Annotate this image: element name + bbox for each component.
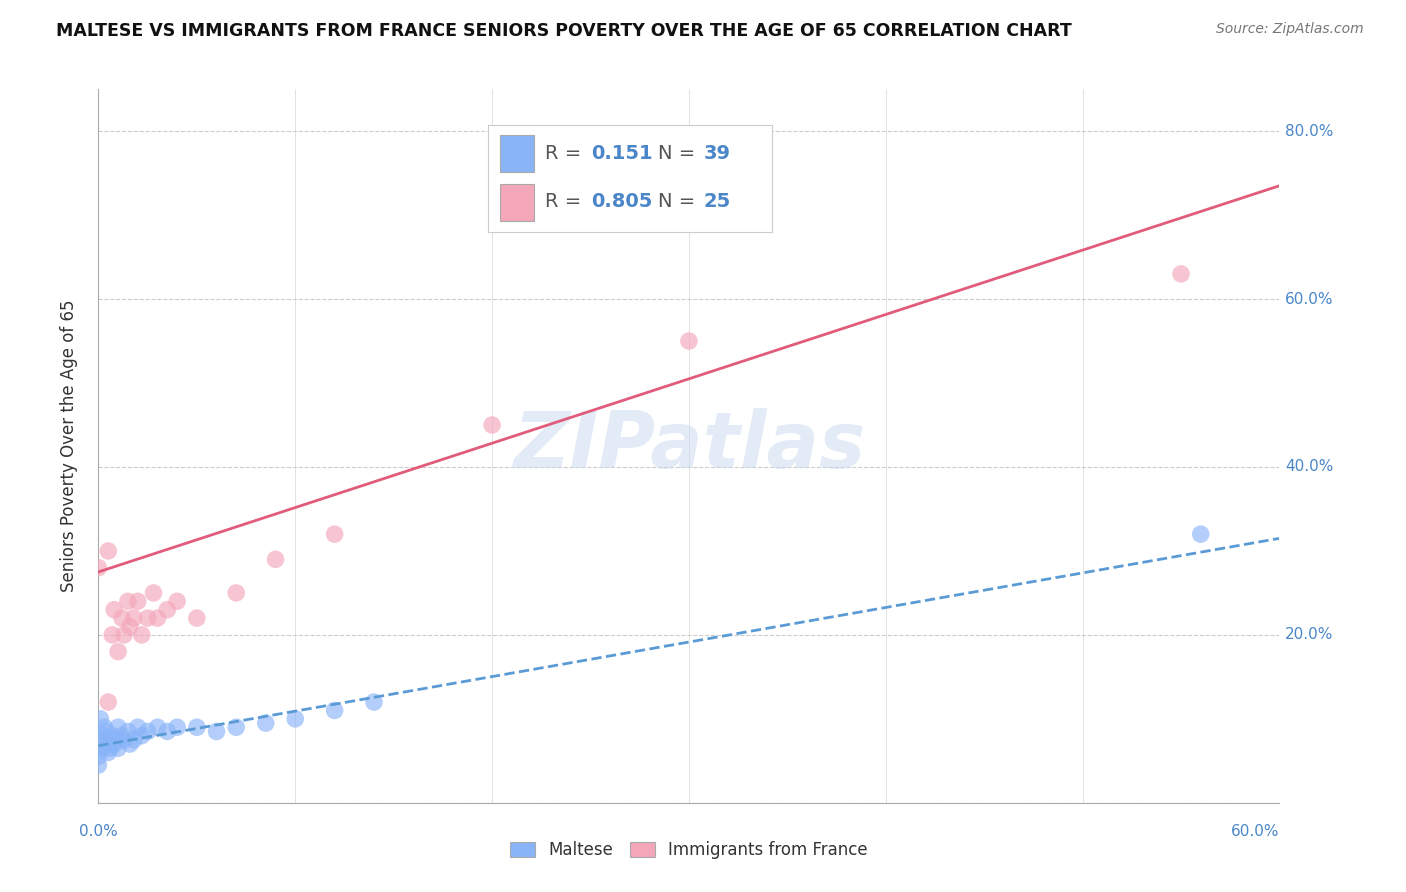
Point <box>107 720 129 734</box>
Text: MALTESE VS IMMIGRANTS FROM FRANCE SENIORS POVERTY OVER THE AGE OF 65 CORRELATION: MALTESE VS IMMIGRANTS FROM FRANCE SENIOR… <box>56 22 1071 40</box>
Text: 20.0%: 20.0% <box>1285 627 1334 642</box>
Point <box>118 737 141 751</box>
Point <box>1189 527 1212 541</box>
Point <box>131 729 153 743</box>
Point <box>107 645 129 659</box>
Text: 60.0%: 60.0% <box>1232 824 1279 839</box>
Point <box>91 741 114 756</box>
Point <box>225 586 247 600</box>
Point <box>101 729 124 743</box>
Text: 40.0%: 40.0% <box>1285 459 1334 475</box>
Point <box>103 737 125 751</box>
Point <box>118 619 141 633</box>
Text: 0.805: 0.805 <box>592 192 652 211</box>
Point <box>284 712 307 726</box>
Point <box>93 732 115 747</box>
Point <box>89 741 111 756</box>
Point <box>678 334 700 348</box>
Point <box>105 732 128 747</box>
Point <box>87 749 110 764</box>
Legend: Maltese, Immigrants from France: Maltese, Immigrants from France <box>503 835 875 866</box>
Point <box>481 417 503 432</box>
Point <box>264 552 287 566</box>
Point <box>96 724 118 739</box>
Bar <box>499 135 533 172</box>
Text: 80.0%: 80.0% <box>1285 124 1334 138</box>
Point <box>97 544 120 558</box>
Text: 0.0%: 0.0% <box>79 824 118 839</box>
Point <box>166 594 188 608</box>
Point <box>186 720 208 734</box>
Point <box>87 737 110 751</box>
Point <box>205 724 228 739</box>
Point <box>131 628 153 642</box>
Text: 25: 25 <box>703 192 731 211</box>
Point <box>156 724 179 739</box>
Point <box>146 720 169 734</box>
Point <box>87 758 110 772</box>
Y-axis label: Seniors Poverty Over the Age of 65: Seniors Poverty Over the Age of 65 <box>59 300 77 592</box>
Point <box>122 611 145 625</box>
Point <box>89 712 111 726</box>
Point <box>254 716 277 731</box>
Point <box>166 720 188 734</box>
Point <box>142 586 165 600</box>
Point <box>122 732 145 747</box>
Point <box>146 611 169 625</box>
Text: Source: ZipAtlas.com: Source: ZipAtlas.com <box>1216 22 1364 37</box>
Point <box>112 732 135 747</box>
Point <box>98 741 121 756</box>
Text: 39: 39 <box>703 144 731 162</box>
Point <box>103 603 125 617</box>
Bar <box>499 184 533 221</box>
Point <box>1170 267 1192 281</box>
Point <box>186 611 208 625</box>
Text: 0.151: 0.151 <box>592 144 654 162</box>
Point <box>117 724 139 739</box>
Point <box>111 611 134 625</box>
Point <box>136 724 159 739</box>
Point <box>117 594 139 608</box>
Point <box>323 703 346 717</box>
Point <box>156 603 179 617</box>
Point <box>225 720 247 734</box>
Point <box>363 695 385 709</box>
Point <box>127 594 149 608</box>
Text: N =: N = <box>658 144 702 162</box>
Point <box>93 720 115 734</box>
Point <box>91 729 114 743</box>
Text: R =: R = <box>546 192 588 211</box>
Point <box>136 611 159 625</box>
Point <box>107 741 129 756</box>
Point <box>112 628 135 642</box>
Point <box>98 737 121 751</box>
Point <box>87 560 110 574</box>
Text: R =: R = <box>546 144 588 162</box>
Text: ZIPatlas: ZIPatlas <box>513 408 865 484</box>
Point <box>96 737 118 751</box>
Point <box>111 729 134 743</box>
Text: N =: N = <box>658 192 702 211</box>
Point <box>101 628 124 642</box>
Point <box>97 746 120 760</box>
Point <box>323 527 346 541</box>
Point <box>97 695 120 709</box>
Point <box>97 732 120 747</box>
Point <box>127 720 149 734</box>
Text: 60.0%: 60.0% <box>1285 292 1334 307</box>
